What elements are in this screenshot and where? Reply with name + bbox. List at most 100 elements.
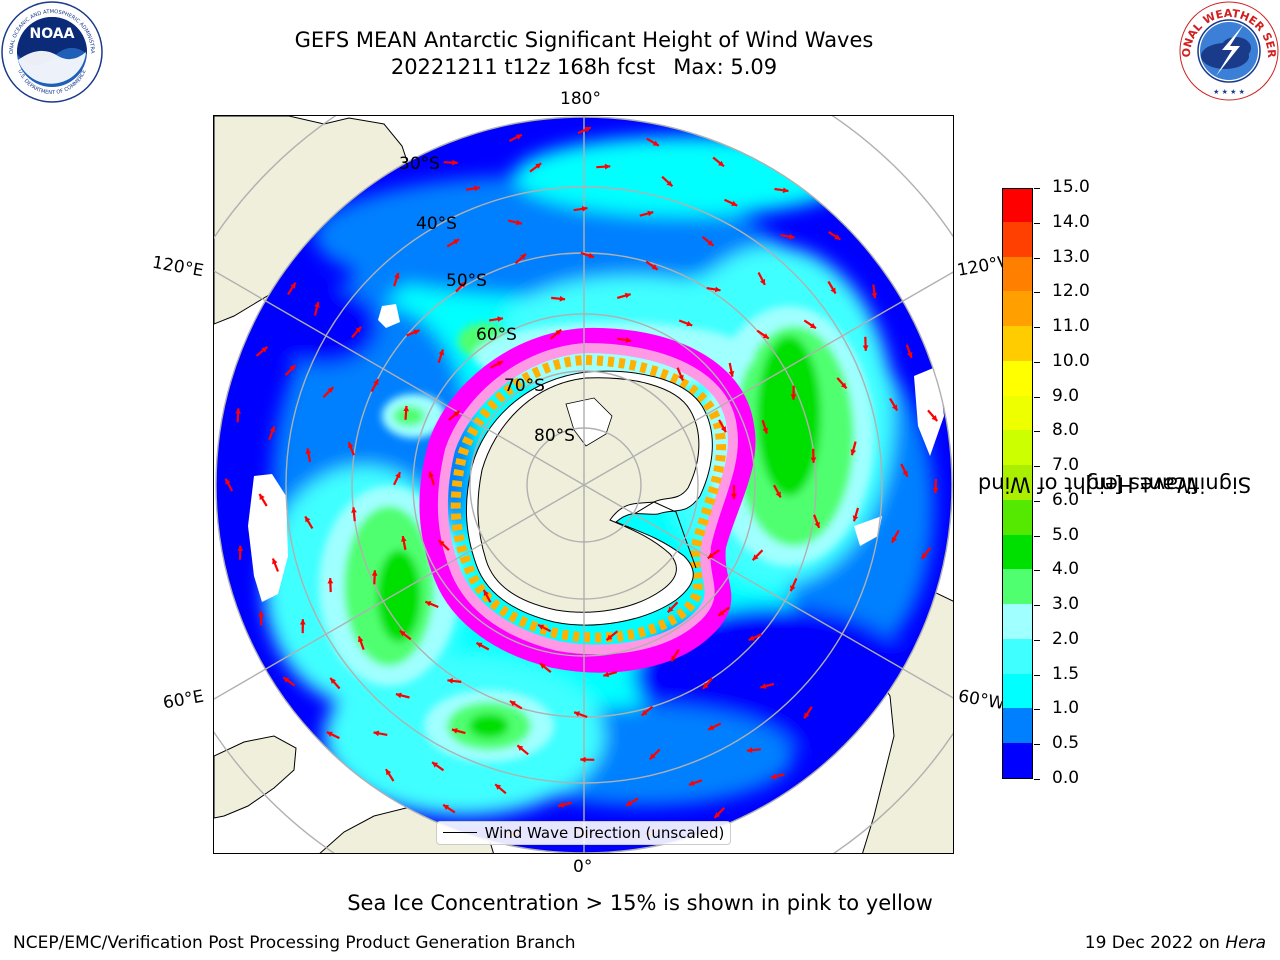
wave-direction-arrowhead [451,728,458,734]
colorbar-tick [1034,535,1040,537]
lat-label-40s: 40°S [416,214,457,234]
wave-direction-arrowhead [667,606,674,613]
wave-direction-arrowhead [327,387,334,393]
wave-direction-arrowhead [775,491,781,498]
wave-direction-arrowhead [788,233,795,240]
wave-direction-arrowhead [771,773,777,780]
noaa-logo: NOAA NATIONAL OCEANIC AND ATMOSPHERIC AD… [0,0,103,103]
wave-direction-arrowhead [326,731,333,737]
wave-direction-arrowhead [515,134,522,140]
colorbar-tick-label: 11.0 [1052,316,1090,337]
wave-direction-arrowhead [509,701,516,707]
wave-direction-arrowhead [931,415,938,421]
legend-label: Wind Wave Direction (unscaled) [484,823,725,842]
wave-direction-arrowhead [538,624,545,630]
colorbar-segment [1003,429,1032,466]
colorbar-tick-label: 1.5 [1052,663,1080,684]
footer-host: Hera [1225,933,1266,953]
wave-direction-arrowhead [272,558,278,565]
map-title: GEFS MEAN Antarctic Significant Height o… [294,28,874,52]
wave-direction-arrowhead [483,590,489,596]
colorbar-tick [1034,674,1040,676]
colorbar-tick-label: 0.0 [1052,768,1080,788]
wave-direction-arrowhead [678,374,684,381]
wave-direction-arrowhead [351,507,357,513]
colorbar-segment [1003,534,1032,570]
max-value-label: Max: 5.09 [673,55,778,79]
wave-direction-arrowhead [718,160,724,167]
colorbar-tick-label: 9.0 [1052,385,1080,406]
wave-direction-arrowhead [355,326,362,333]
wave-direction-arrowhead [299,619,306,625]
wave-direction-arrowhead [840,382,847,389]
footer-producer: NCEP/EMC/Verification Post Processing Pr… [13,933,576,953]
wave-direction-arrowhead [731,200,738,206]
footer-date-text: 19 Dec 2022 on [1084,933,1226,953]
wave-direction-arrowhead [790,585,796,592]
wave-direction-arrowhead [495,784,502,790]
wave-direction-arrowhead [237,545,244,551]
colorbar-tick-label: 2.0 [1052,628,1080,649]
colorbar-segment [1003,189,1032,222]
lat-label-50s: 50°S [446,271,487,291]
wind-wave-arrows [224,126,939,838]
wave-direction-arrowhead [496,361,503,367]
wave-direction-arrowhead [432,762,439,768]
colorbar-tick-label: 1.0 [1052,698,1080,719]
wave-direction-arrowhead [327,578,334,584]
wave-direction-arrowhead [810,457,817,463]
colorbar-segment [1003,638,1032,674]
colorbar-tick [1034,570,1040,572]
wave-direction-arrowhead [443,804,450,811]
wave-direction-arrowhead [283,677,290,683]
wave-direction-arrowhead [718,610,725,616]
wave-direction-arrowhead [497,316,503,322]
wave-direction-arrowhead [371,570,378,576]
wave-direction-arrowhead [625,337,632,343]
wave-direction-arrowhead [373,730,380,737]
wave-direction-arrowhead [385,769,392,776]
wave-direction-arrowhead [401,536,407,542]
legend-line-swatch [442,832,477,833]
colorbar-tick-label: 14.0 [1052,211,1090,232]
wave-direction-arrowhead [373,379,379,386]
wave-direction-arrowhead [235,408,241,414]
colorbar-segment [1003,603,1032,639]
wave-direction-arrowhead [558,802,564,808]
lat-label-80s: 80°S [534,426,575,446]
lon-label-120w: 120°W [955,253,1004,281]
wave-direction-arrowhead [714,812,721,818]
lon-label-0: 0° [573,857,593,877]
wave-direction-arrowhead [804,712,810,719]
colorbar-segment [1003,360,1032,396]
colorbar-segment [1003,395,1032,431]
wave-direction-arrowhead [517,745,524,751]
lat-label-60s: 60°S [476,325,517,345]
svg-text:NOAA: NOAA [30,26,75,42]
footer-date: 19 Dec 2022 on Hera [1085,933,1266,953]
wave-direction-arrowhead [447,678,453,684]
wave-direction-arrowhead [762,427,768,434]
wave-direction-arrowhead [399,630,406,637]
lon-label-180: 180° [560,89,601,109]
colorbar-segment [1003,464,1032,500]
wave-direction-arrowhead [921,552,928,559]
wave-direction-arrowhead [606,634,613,641]
wave-direction-arrowhead [261,346,268,353]
wave-direction-arrowhead [555,329,562,336]
wave-direction-arrowhead [731,493,737,499]
colorbar-tick [1034,466,1040,468]
wave-direction-arrowhead [269,426,275,433]
colorbar-tick [1034,500,1040,502]
colorbar-tick [1034,605,1040,607]
colorbar-segment [1003,673,1032,709]
wave-direction-arrowhead [752,554,759,561]
colorbar-title-line2: Waves [m] [1085,472,1198,497]
sea-ice-note: Sea Ice Concentration > 15% is shown in … [347,891,933,915]
wave-direction-arrowhead [453,411,460,417]
wave-direction-arrowhead [647,210,654,217]
wave-direction-arrowhead [314,301,320,308]
lat-label-30s: 30°S [399,154,440,174]
colorbar-tick [1034,779,1040,780]
wave-direction-arrowhead [746,747,753,754]
